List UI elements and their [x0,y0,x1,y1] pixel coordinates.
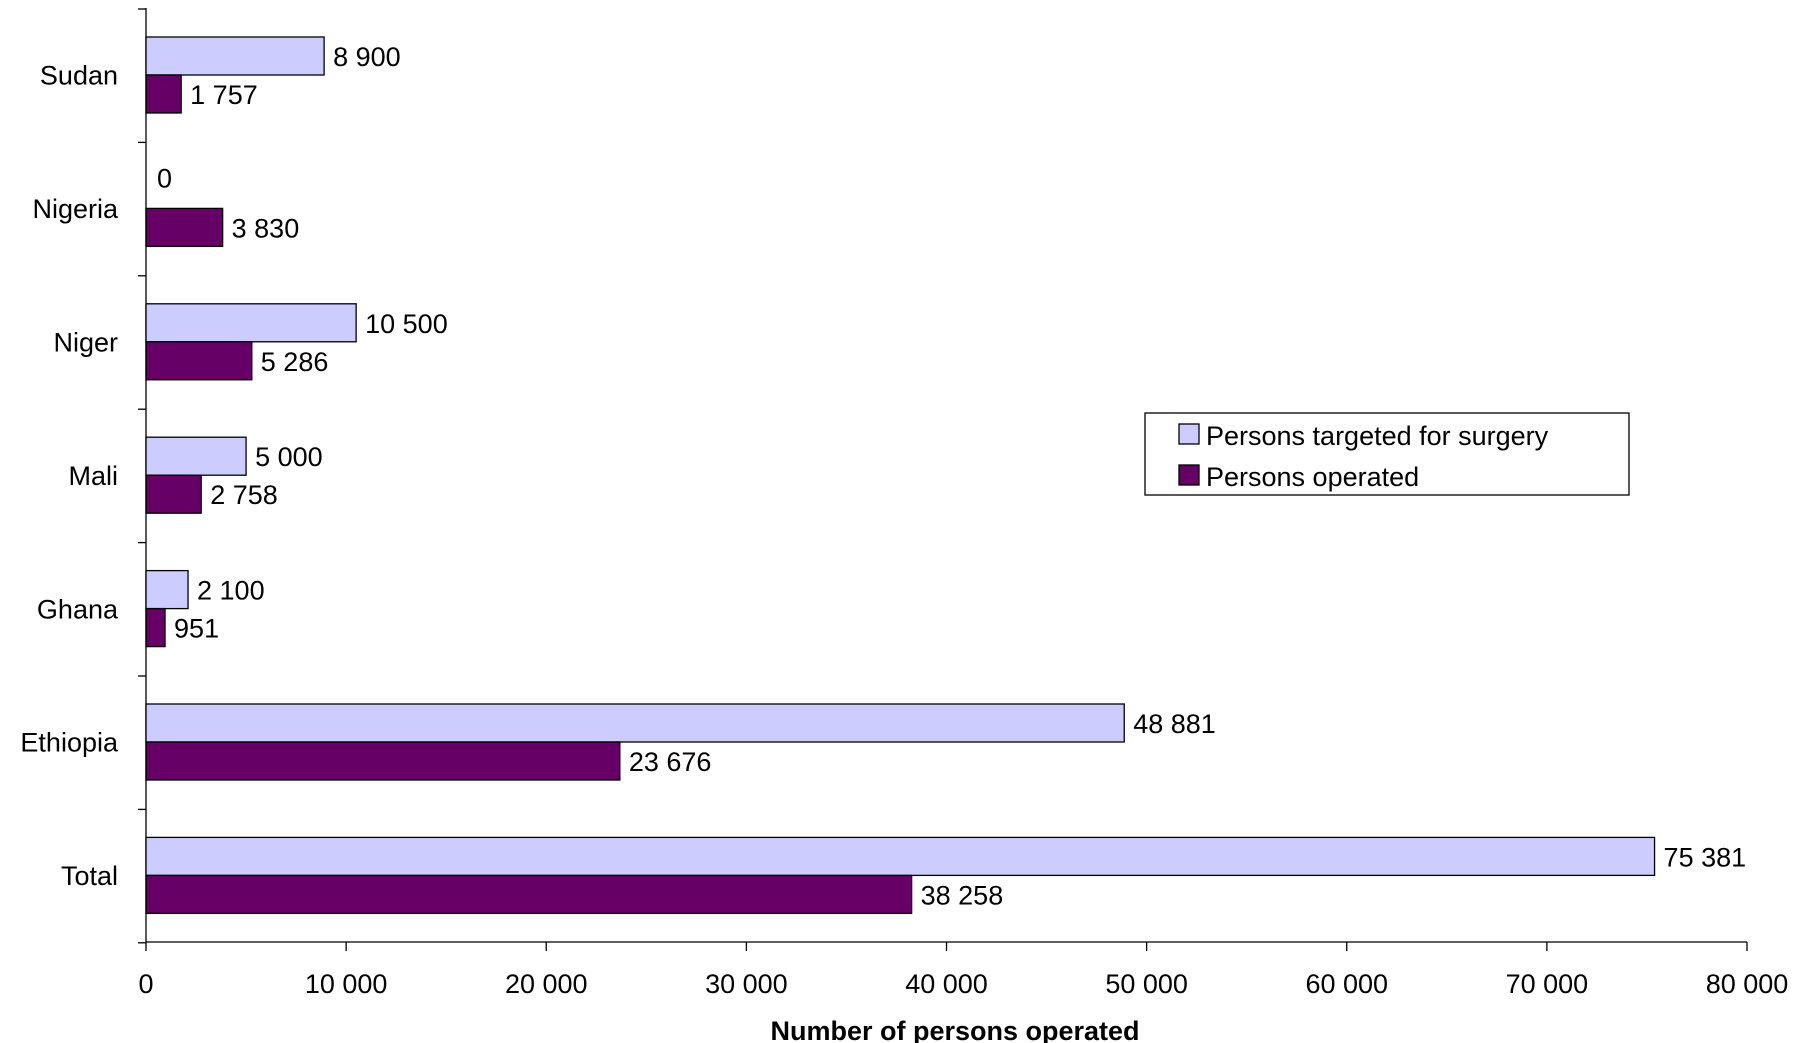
category-label: Total [61,861,118,891]
bar-operated [145,207,224,248]
bar-operated [145,607,166,648]
category-label: Sudan [40,61,118,91]
data-label: 23 676 [629,747,712,777]
data-label: 2 100 [197,576,265,606]
data-label: 5 286 [261,347,329,377]
legend-label-targeted: Persons targeted for surgery [1206,421,1549,451]
data-label: 75 381 [1664,842,1747,872]
data-label: 5 000 [255,442,323,472]
data-label: 38 258 [921,880,1004,910]
category-label: Ethiopia [20,728,119,758]
category-label: Ghana [37,594,119,624]
data-label: 8 900 [333,42,401,72]
bar-targeted [145,569,189,610]
x-tick-label: 70 000 [1506,969,1589,999]
data-label: 10 500 [365,309,448,339]
x-tick-label: 0 [138,969,153,999]
bar-targeted [145,36,325,76]
bars [145,36,1656,915]
bar-targeted [145,436,247,476]
legend-box [1144,412,1630,496]
legend-swatch-operated [1178,464,1200,486]
x-tick-label: 30 000 [705,969,788,999]
x-tick-label: 20 000 [505,969,588,999]
data-label: 951 [174,614,219,644]
legend: Persons targeted for surgery Persons ope… [1144,412,1630,496]
data-label: 1 757 [190,80,258,110]
data-labels: 8 900 1 757 0 3 830 10 500 5 286 5 000 2 758 2 1… [157,42,1746,910]
bar-operated [145,874,913,915]
x-tick-label: 80 000 [1706,969,1789,999]
bar-operated [145,341,253,381]
x-tick-label: 10 000 [305,969,388,999]
x-tick-label: 50 000 [1105,969,1188,999]
x-axis-title: Number of persons operated [770,1016,1139,1043]
x-tick-label: 60 000 [1305,969,1388,999]
data-label: 0 [157,163,172,193]
bar-operated [145,474,202,514]
bar-targeted [145,303,357,343]
bar-targeted [145,836,1656,877]
data-label: 48 881 [1133,709,1216,739]
legend-label-operated: Persons operated [1206,462,1419,492]
bar-targeted [145,703,1125,743]
data-label: 3 830 [232,213,300,243]
legend-swatch-targeted [1178,423,1200,445]
bar-operated [145,74,182,114]
category-label: Nigeria [32,194,119,224]
category-label: Mali [68,461,118,491]
bar-operated [145,741,621,781]
category-label: Niger [53,328,118,358]
x-tick-label: 40 000 [905,969,988,999]
data-label: 2 758 [210,480,278,510]
axes: 0 10 000 20 000 30 000 40 000 50 000 60 000 70 … [20,8,1788,999]
